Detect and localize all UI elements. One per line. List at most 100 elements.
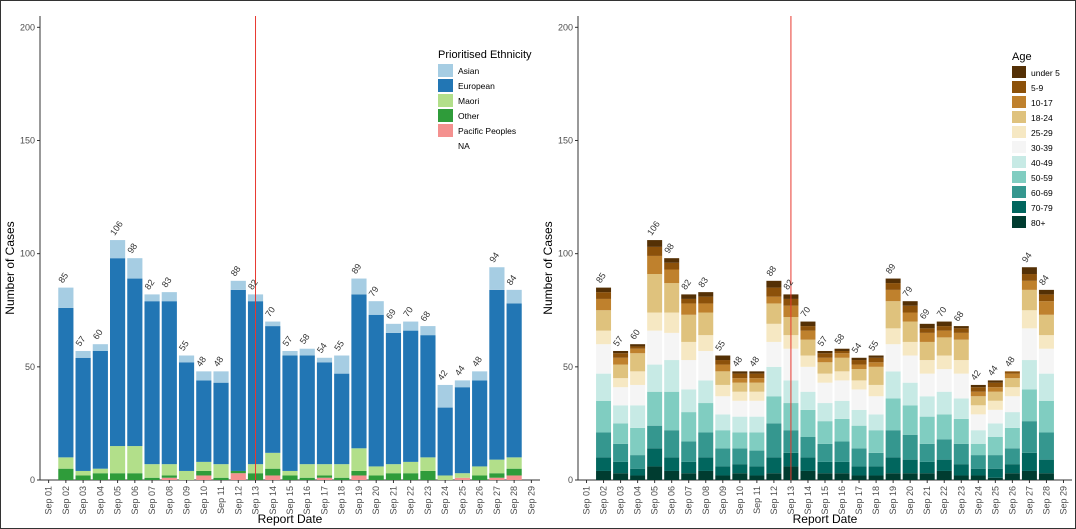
bar-segment-30-39 [698,350,714,381]
bar-total-label: 58 [832,332,846,346]
bar-segment-70-79 [1004,464,1020,474]
x-tick-label: Sep 01 [582,486,592,515]
bar-segment-80- [749,475,765,480]
bar-segment-30-39 [766,341,782,367]
bar-segment-maori [92,468,108,474]
bar-segment-other [368,475,384,480]
bar-segment-30-39 [664,332,680,361]
bar-total-label: 48 [747,355,761,369]
bar-segment-other [351,470,367,476]
bar-segment-5-9 [698,296,714,304]
chart-panel-1: 0 50 100 150 200 Sep 01 Sep 02 Sep 03 Sep 04 Sep … [3,16,540,526]
bar-segment-30-39 [970,414,986,431]
bar-segment-70-79 [630,468,646,476]
bar-segment-other [506,468,522,476]
bar-segment-70-79 [715,466,731,476]
bar-segment-under-5 [970,384,986,388]
bar-segment-5-9 [868,357,884,363]
bar-segment-maori [489,459,505,474]
bar-segment-80- [817,473,833,480]
bar-segment-under-5 [664,258,680,263]
y-tick-label: 150 [20,135,35,145]
bar-segment-european [454,387,470,474]
bar-segment-european [334,373,350,465]
bar-segment-5-9 [766,287,782,297]
bar-segment-5-9 [936,326,952,331]
bar-segment-asian [161,292,177,302]
bar-segment-5-9 [749,373,765,379]
bar-segment-25-29 [800,355,816,367]
bar-segment-10-17 [885,289,901,302]
bar-segment-5-9 [732,373,748,379]
bar-segment-european [196,380,212,462]
bar-total-label: 68 [952,309,966,323]
bar-segment-40-49 [936,391,952,415]
bar-segment-10-17 [1004,373,1020,379]
chart-panel-2: 0 50 100 150 200 Sep 01 Sep 02 Sep 03 Sep 04 Sep … [541,16,1072,526]
bar-segment-60-69 [732,448,748,465]
bar-segment-40-49 [766,366,782,397]
bar-segment-18-24 [868,366,884,385]
bar-segment-other [334,477,350,480]
bar-segment-30-39 [868,396,884,415]
bar-segment-other [127,473,143,480]
bar-segment-80- [919,473,935,480]
x-tick-label: Sep 08 [164,486,174,515]
bar-segment-50-59 [936,414,952,440]
bar-segment-asian [420,326,436,336]
bar-segment-maori [144,464,160,478]
bar-segment-40-49 [800,391,816,410]
bar-total-label: 48 [211,355,225,369]
bar-segment-18-24 [1021,289,1037,311]
bar-segment-80- [970,475,986,480]
x-tick-label: Sep 28 [1041,486,1051,515]
bar-segment-asian [75,350,91,358]
bar-segment-50-59 [715,430,731,449]
bar-total-label: 55 [332,339,346,353]
bar-total-label: 54 [850,341,864,355]
bar-segment-70-79 [885,457,901,474]
bar-segment-18-24 [596,310,612,331]
bar-segment-40-49 [902,382,918,406]
bar-segment-european [385,332,402,465]
bar-segment-18-24 [630,353,646,372]
x-tick-label: Sep 13 [786,486,796,515]
legend-label: 10-17 [1031,98,1053,108]
bar-segment-25-29 [596,330,612,345]
bar-segment-maori [316,464,333,476]
bar-segment-50-59 [766,396,782,424]
bar-segment-80- [851,475,867,480]
bar-segment-european [299,355,315,465]
bar-segment-maori [110,446,126,474]
bar-segment-70-79 [596,457,612,471]
bar-segment-18-24 [647,274,663,313]
x-tick-label: Sep 19 [888,486,898,515]
legend-swatch [1012,156,1026,168]
x-tick-label: Sep 01 [44,486,54,515]
bar-segment-under-5 [868,355,884,358]
bar-segment-50-59 [817,421,833,444]
bar-total-label: 55 [177,339,191,353]
x-tick-label: Sep 06 [667,486,677,515]
bar-segment-25-29 [970,405,986,415]
y-tick-label: 50 [563,362,573,372]
x-tick-label: Sep 26 [1007,486,1017,515]
bar-segment-maori [437,475,453,480]
bar-segment-18-24 [834,357,850,372]
bar-segment-18-24 [732,382,748,392]
bar-segment-50-59 [902,405,918,435]
bar-segment-70-79 [987,468,1003,478]
bar-segment-european [144,301,160,465]
bar-segment-european [92,350,108,469]
bar-segment-70-79 [970,468,986,476]
bar-segment-asian [506,289,522,304]
bar-segment-18-24 [681,314,697,342]
legend-swatch [1012,66,1026,78]
bar-total-label: 44 [453,364,467,378]
bar-segment-pacific-peoples [196,475,212,480]
bar-total-label: 60 [91,327,105,341]
bar-total-label: 48 [194,355,208,369]
bar-segment-under-5 [1038,289,1054,295]
bar-total-label: 85 [594,271,608,285]
